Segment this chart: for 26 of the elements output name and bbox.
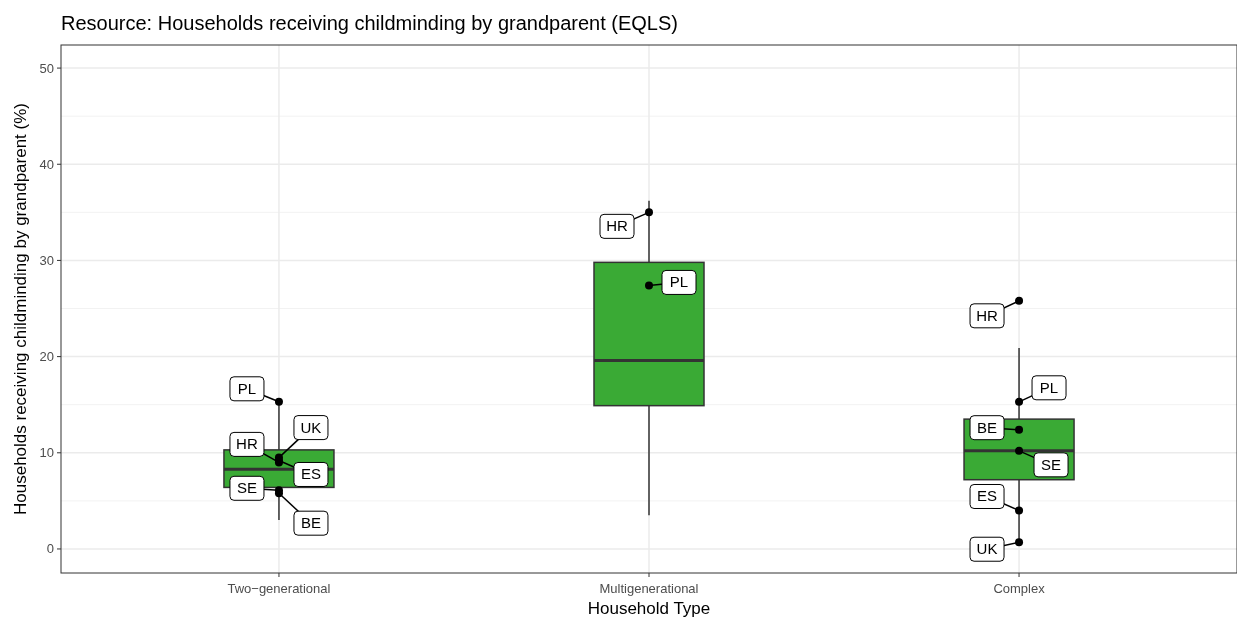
y-axis-title: Households receiving childminding by grandparent (%) [11,102,30,516]
x-tick-label: Multigenerational [599,581,699,596]
data-label: PL [1039,378,1059,396]
data-label: BE [977,418,998,436]
y-tick-label: 50 [39,60,54,76]
data-label: PL [237,379,257,397]
data-label: SE [1041,455,1062,473]
x-tick-label: Two−generational [227,581,331,596]
y-tick-label: 0 [46,541,54,557]
y-tick-label: 30 [39,252,54,268]
x-axis-title: Household Type [587,599,711,618]
data-label: UK [300,418,322,436]
data-label: ES [977,487,998,505]
data-label: UK [976,540,998,558]
y-tick-label: 10 [39,445,54,461]
data-label: HR [236,435,258,453]
data-label: HR [606,217,628,235]
x-tick-label: Complex [993,581,1046,596]
data-label: ES [300,465,321,483]
data-label: SE [236,479,257,497]
data-label: PL [669,273,689,291]
chart-title: Resource: Households receiving childminding by grandparent (EQLS) [61,12,678,34]
y-tick-label: 40 [39,156,54,172]
data-label: HR [976,306,999,324]
data-label: BE [300,514,321,532]
y-tick-label: 20 [39,349,54,365]
